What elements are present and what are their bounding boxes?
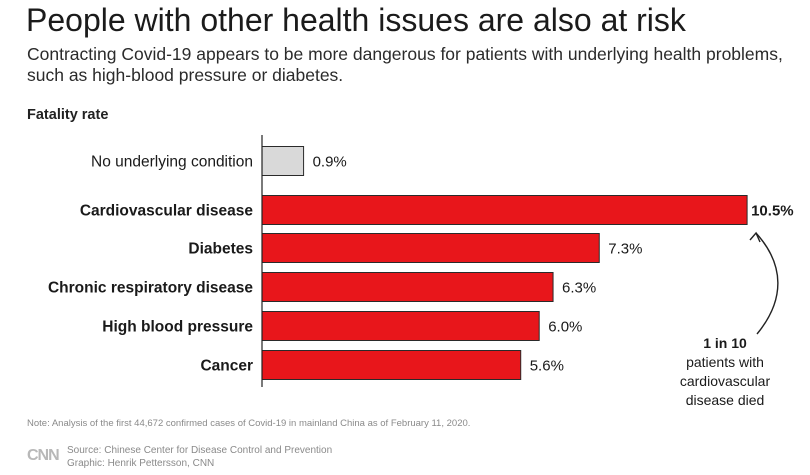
bars-group: No underlying condition 0.9% Cardiovascula… <box>48 146 794 380</box>
footnote: Note: Analysis of the first 44,672 confi… <box>27 418 471 429</box>
bar-1 <box>261 195 748 225</box>
value-label-4: 6.0% <box>548 319 582 336</box>
annotation-line-4: disease died <box>686 392 765 408</box>
source-line: Source: Chinese Center for Disease Contr… <box>67 445 333 456</box>
bar-5 <box>261 350 522 380</box>
category-label-1: Cardiovascular disease <box>80 203 254 220</box>
value-label-5: 5.6% <box>530 358 564 375</box>
annotation-line-3: cardiovascular <box>680 373 771 389</box>
category-label-5: Cancer <box>200 358 253 375</box>
value-label-3: 6.3% <box>562 280 596 297</box>
category-label-4: High blood pressure <box>102 319 253 336</box>
annotation-line-2: patients with <box>686 354 764 370</box>
bar-3 <box>261 272 554 302</box>
annotation-line-1: 1 in 10 <box>703 335 747 351</box>
value-label-1: 10.5% <box>751 203 794 220</box>
source-credits: Source: Chinese Center for Disease Contr… <box>67 445 332 470</box>
bar-4 <box>261 311 540 341</box>
cnn-logo: CNN <box>27 447 60 464</box>
annotation-arrowhead <box>749 231 761 243</box>
annotation-group: 1 in 10 patients with cardiovascular dis… <box>680 231 779 408</box>
bar-0 <box>261 146 305 176</box>
chart-title: People with other health issues are also… <box>26 2 686 38</box>
category-label-3: Chronic respiratory disease <box>48 280 253 297</box>
value-label-2: 7.3% <box>608 241 642 258</box>
category-label-0: No underlying condition <box>91 154 253 171</box>
annotation-arrow <box>755 232 779 335</box>
axis-title: Fatality rate <box>27 107 109 123</box>
value-label-0: 0.9% <box>313 154 347 171</box>
graphic-credit-line: Graphic: Henrik Pettersson, CNN <box>67 457 215 469</box>
bar-2 <box>261 233 600 263</box>
chart-subtitle: Contracting Covid-19 appears to be more … <box>27 44 783 85</box>
category-label-2: Diabetes <box>188 241 253 258</box>
